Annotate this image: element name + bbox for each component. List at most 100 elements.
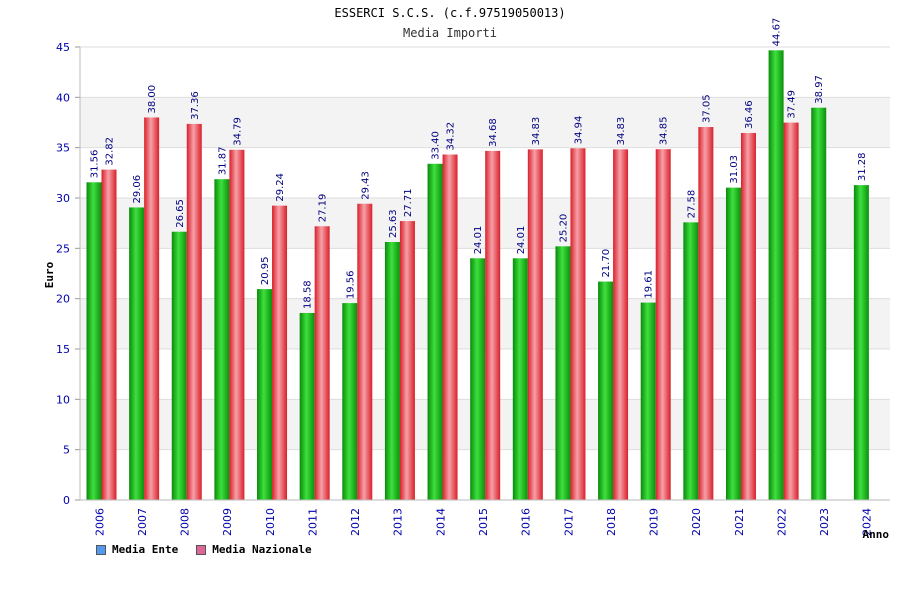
x-tick-label: 2018 bbox=[605, 508, 618, 536]
x-tick-label: 2014 bbox=[434, 508, 447, 536]
value-label-media-nazionale: 34.85 bbox=[659, 117, 670, 146]
x-tick-label: 2011 bbox=[306, 508, 319, 536]
x-axis-ticks: 2006 2007 2008 2009 2010 2011 2012 2013 2014 2015… bbox=[93, 508, 873, 536]
value-label-media-ente: 25.63 bbox=[388, 209, 399, 238]
value-label-media-ente: 21.70 bbox=[601, 249, 612, 278]
y-tick-label: 25 bbox=[56, 242, 70, 255]
bar-media-ente bbox=[512, 258, 528, 500]
x-tick-label: 2022 bbox=[775, 508, 788, 536]
x-tick-label: 2013 bbox=[392, 508, 405, 536]
bar-media-ente bbox=[129, 207, 145, 501]
bar-media-nazionale bbox=[186, 123, 202, 500]
value-label-media-ente: 20.95 bbox=[260, 256, 271, 285]
y-tick-label: 15 bbox=[56, 343, 70, 356]
value-label-media-nazionale: 32.82 bbox=[105, 137, 116, 166]
value-labels-group: 31.56 32.82 29.06 38.00 26.65 37.36 31.87 34.79… bbox=[90, 18, 868, 309]
value-label-media-nazionale: 34.83 bbox=[616, 117, 627, 146]
x-tick-label: 2015 bbox=[477, 508, 490, 536]
legend: Media Ente Media Nazionale bbox=[96, 543, 312, 556]
bar-media-nazionale bbox=[314, 226, 330, 500]
legend-item-media-ente: Media Ente bbox=[96, 543, 178, 556]
bar-media-ente bbox=[342, 303, 358, 500]
bar-media-ente bbox=[171, 231, 187, 500]
bar-media-ente bbox=[811, 107, 827, 501]
bar-media-ente bbox=[725, 187, 741, 500]
bar-media-nazionale bbox=[783, 122, 799, 500]
value-label-media-ente: 31.03 bbox=[729, 155, 740, 184]
x-tick-label: 2008 bbox=[179, 508, 192, 536]
value-label-media-nazionale: 34.79 bbox=[232, 117, 243, 146]
y-tick-label: 35 bbox=[56, 142, 70, 155]
x-tick-label: 2021 bbox=[733, 508, 746, 536]
x-tick-label: 2006 bbox=[93, 508, 106, 536]
value-label-media-ente: 24.01 bbox=[473, 226, 484, 255]
value-label-media-ente: 19.56 bbox=[345, 270, 356, 299]
value-label-media-ente: 33.40 bbox=[431, 131, 442, 160]
y-tick-label: 0 bbox=[63, 494, 70, 507]
value-label-media-ente: 31.87 bbox=[217, 147, 228, 176]
y-tick-label: 10 bbox=[56, 393, 70, 406]
y-axis-ticks: 0 5 10 15 20 25 30 35 40 45 bbox=[56, 41, 80, 507]
value-label-media-ente: 44.67 bbox=[772, 18, 783, 47]
legend-label-media-nazionale: Media Nazionale bbox=[212, 543, 312, 556]
bar-media-nazionale bbox=[527, 149, 543, 501]
bar-media-ente bbox=[470, 258, 486, 500]
x-tick-label: 2017 bbox=[562, 508, 575, 536]
value-label-media-nazionale: 29.43 bbox=[360, 171, 371, 200]
value-label-media-ente: 18.58 bbox=[303, 280, 314, 309]
y-tick-label: 5 bbox=[63, 444, 70, 457]
bar-media-nazionale bbox=[101, 169, 117, 500]
bar-media-ente bbox=[299, 312, 315, 500]
value-label-media-ente: 19.61 bbox=[644, 270, 655, 299]
value-label-media-nazionale: 29.24 bbox=[275, 173, 286, 202]
value-label-media-ente: 25.20 bbox=[558, 214, 569, 243]
x-tick-label: 2019 bbox=[648, 508, 661, 536]
y-tick-label: 20 bbox=[56, 293, 70, 306]
x-tick-label: 2016 bbox=[520, 508, 533, 536]
bar-media-ente bbox=[427, 163, 443, 501]
legend-swatch-media-ente bbox=[96, 544, 106, 555]
bar-media-ente bbox=[640, 302, 656, 500]
bar-media-nazionale bbox=[442, 154, 458, 500]
x-axis-label: Anno bbox=[863, 528, 890, 541]
value-label-media-nazionale: 36.46 bbox=[744, 100, 755, 129]
y-tick-label: 40 bbox=[56, 91, 70, 104]
x-tick-label: 2024 bbox=[861, 508, 874, 536]
value-label-media-ente: 24.01 bbox=[516, 226, 527, 255]
bar-media-ente bbox=[257, 289, 273, 500]
bar-media-ente bbox=[853, 185, 869, 500]
value-label-media-nazionale: 37.36 bbox=[190, 91, 201, 120]
bar-media-ente bbox=[384, 241, 400, 500]
chart-title: ESSERCI S.C.S. (c.f.97519050013) bbox=[334, 6, 565, 20]
bar-media-nazionale bbox=[485, 150, 501, 500]
value-label-media-nazionale: 38.00 bbox=[147, 85, 158, 114]
bar-media-nazionale bbox=[399, 221, 415, 500]
bar-media-nazionale bbox=[229, 149, 245, 500]
value-label-media-nazionale: 34.83 bbox=[531, 117, 542, 146]
legend-swatch-media-nazionale bbox=[196, 544, 207, 555]
value-label-media-ente: 31.56 bbox=[90, 150, 101, 179]
grid-band bbox=[80, 47, 890, 98]
bar-media-nazionale bbox=[144, 117, 160, 500]
chart-subtitle: Media Importi bbox=[403, 26, 497, 40]
x-tick-label: 2007 bbox=[136, 508, 149, 536]
bar-media-nazionale bbox=[613, 149, 629, 501]
value-label-media-nazionale: 34.32 bbox=[446, 122, 457, 151]
value-label-media-nazionale: 37.05 bbox=[701, 94, 712, 123]
bar-media-nazionale bbox=[272, 205, 288, 500]
bar-media-ente bbox=[598, 281, 614, 500]
x-tick-label: 2012 bbox=[349, 508, 362, 536]
value-label-media-ente: 31.28 bbox=[857, 152, 868, 181]
bar-media-ente bbox=[683, 222, 699, 500]
value-label-media-nazionale: 37.49 bbox=[787, 90, 798, 119]
x-tick-label: 2020 bbox=[690, 508, 703, 536]
bar-media-ente bbox=[214, 179, 230, 500]
bar-media-ente bbox=[555, 246, 571, 500]
value-label-media-nazionale: 27.71 bbox=[403, 188, 414, 217]
y-axis-label: Euro bbox=[43, 261, 56, 288]
value-label-media-nazionale: 27.19 bbox=[318, 194, 329, 223]
bar-media-ente bbox=[768, 50, 784, 501]
value-label-media-ente: 38.97 bbox=[814, 75, 825, 104]
bars-group bbox=[86, 50, 869, 501]
